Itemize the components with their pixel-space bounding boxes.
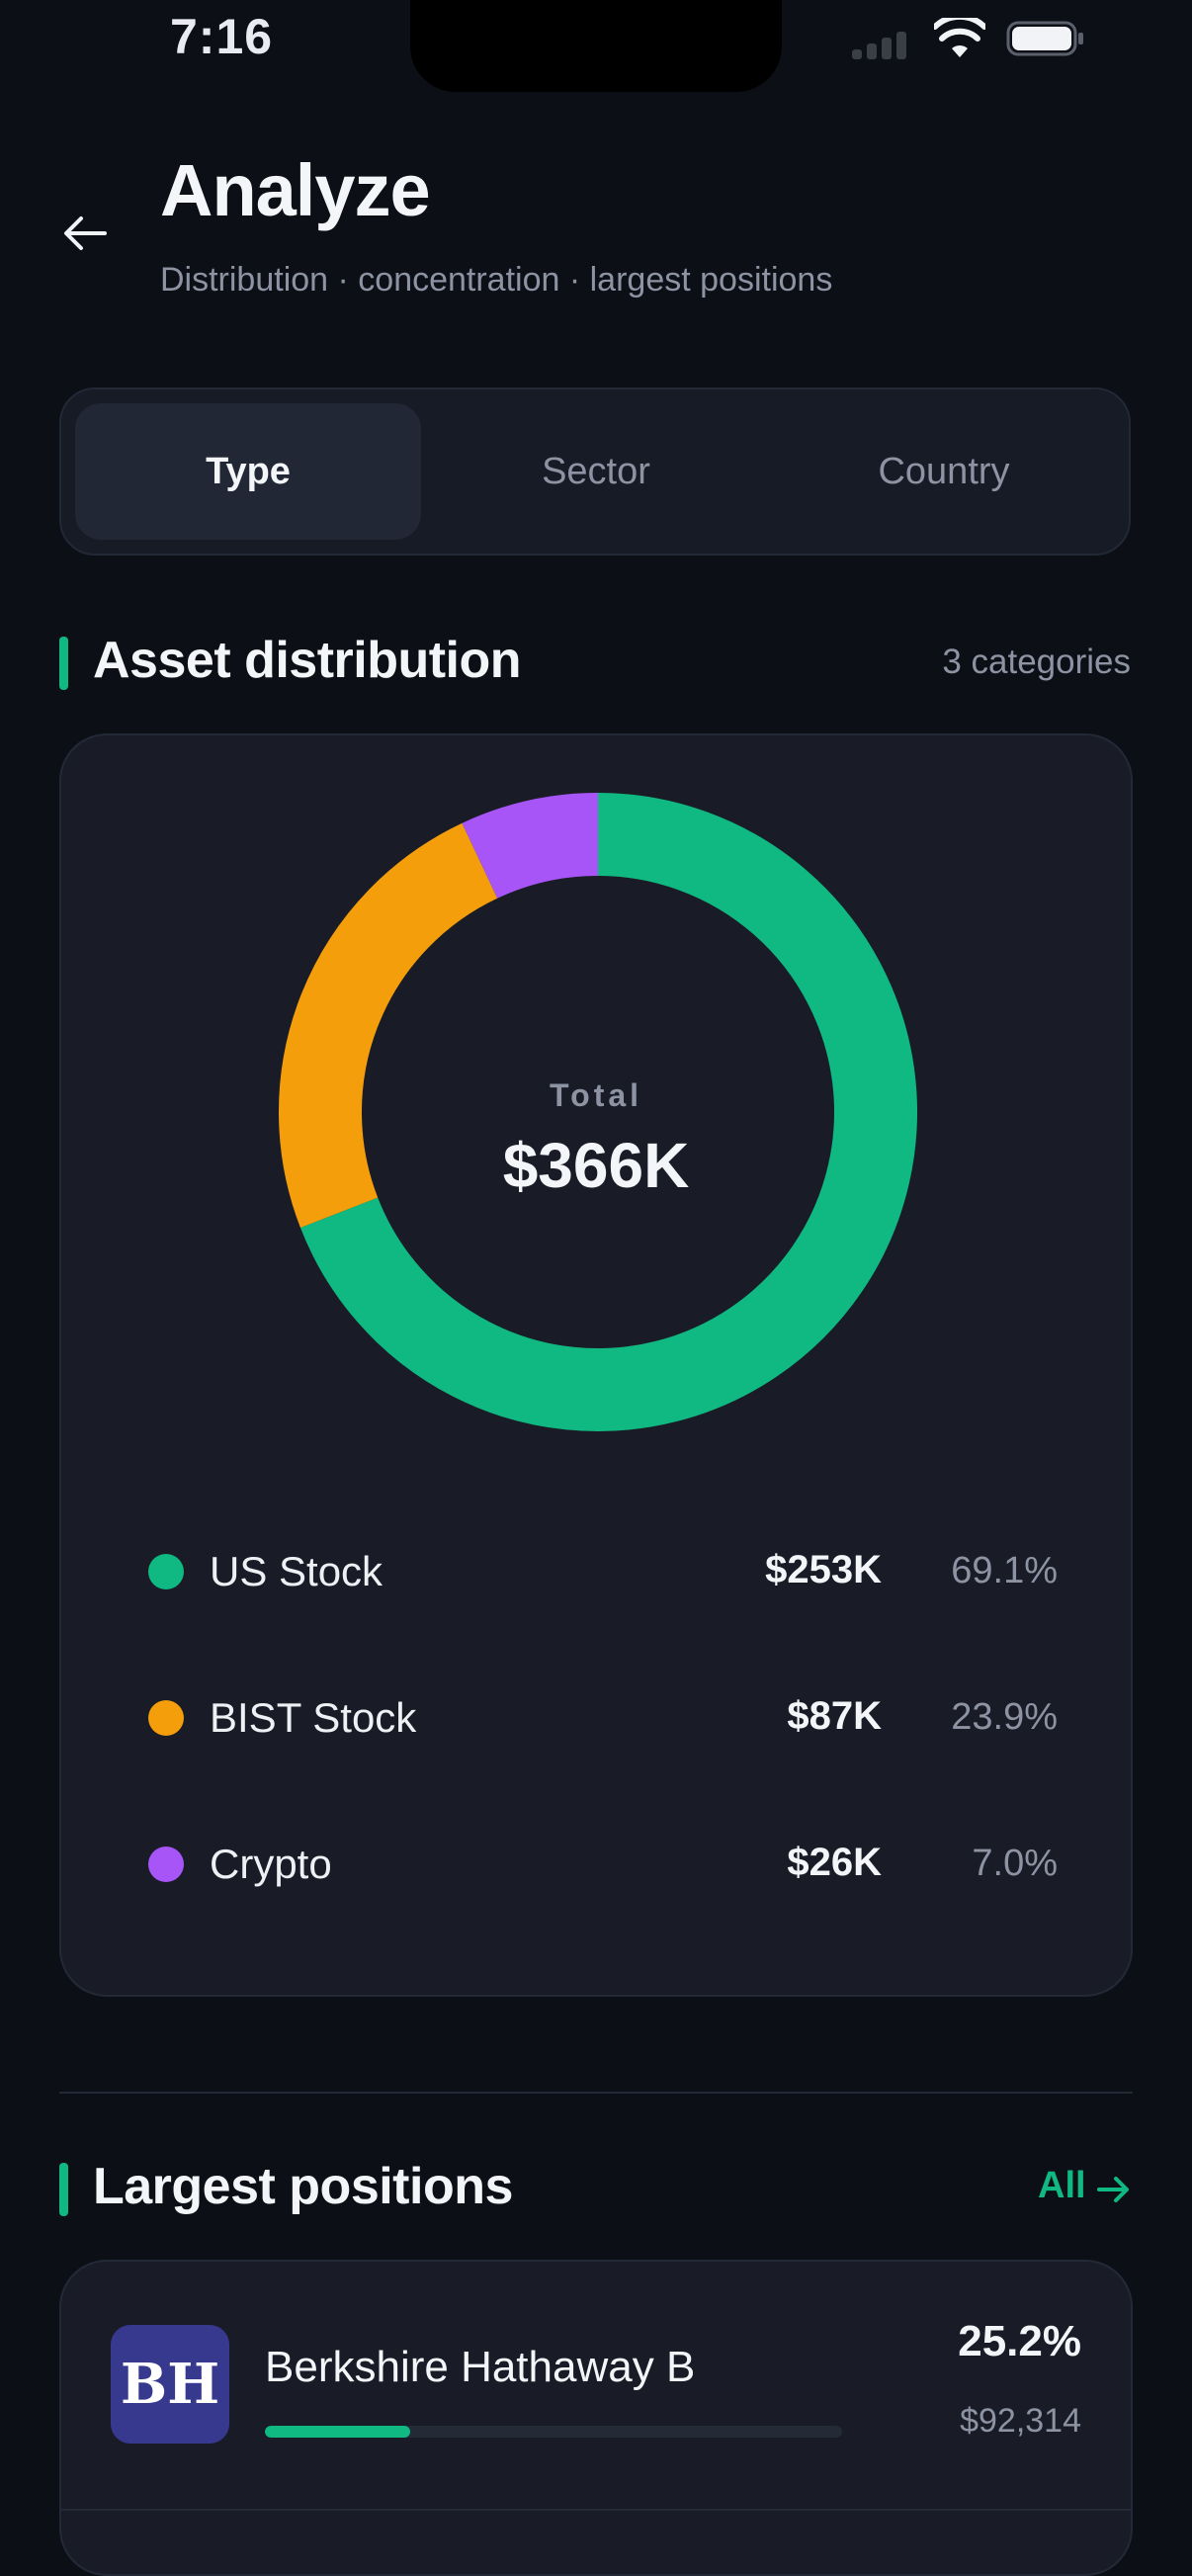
dynamic-island <box>410 0 782 92</box>
asset-distribution-title: Asset distribution <box>93 632 522 689</box>
wifi-icon <box>934 18 985 57</box>
grouping-segmented-control: Type Sector Country <box>59 387 1131 556</box>
donut-slice-crypto[interactable] <box>462 793 599 900</box>
battery-icon <box>1006 21 1083 56</box>
back-arrow-icon[interactable] <box>57 206 113 261</box>
legend-row-bist-stock[interactable]: BIST Stock $87K 23.9% <box>148 1688 1058 1748</box>
position-share-bar <box>265 2426 842 2438</box>
category-count: 3 categories <box>942 643 1131 681</box>
donut-center-value: $366K <box>502 1130 690 1201</box>
position-percent: 25.2% <box>958 2317 1081 2365</box>
legend-row-us-stock[interactable]: US Stock $253K 69.1% <box>148 1542 1058 1601</box>
page-title: Analyze <box>160 149 431 231</box>
legend-dot <box>148 1554 184 1589</box>
donut-chart <box>279 793 917 1431</box>
page-subtitle: Distribution · concentration · largest p… <box>160 261 833 299</box>
arrow-right-icon[interactable] <box>1095 2171 1133 2208</box>
section-accent-bar <box>59 637 68 690</box>
position-name: Berkshire Hathaway B <box>265 2343 696 2391</box>
legend-dot <box>148 1700 184 1736</box>
legend-dot <box>148 1846 184 1882</box>
donut-center-label: Total <box>549 1077 643 1113</box>
cellular-signal-icon <box>852 30 911 59</box>
position-card[interactable]: BH Berkshire Hathaway B 25.2% $92,314 <box>59 2260 1133 2576</box>
distribution-card: Total $366K US Stock $253K 69.1% BIST St… <box>59 733 1133 1997</box>
legend-amount: $253K <box>765 1548 882 1591</box>
status-bar: 7:16 <box>0 0 1192 99</box>
legend-percent: 69.1% <box>951 1550 1058 1591</box>
section-accent-bar <box>59 2163 68 2216</box>
tab-type[interactable]: Type <box>75 403 421 540</box>
see-all-link[interactable]: All <box>1038 2165 1086 2206</box>
row-separator <box>61 2509 1131 2511</box>
company-logo: BH <box>111 2325 229 2444</box>
legend-percent: 23.9% <box>951 1696 1058 1738</box>
donut-slice-bist-stock[interactable] <box>279 822 498 1228</box>
legend-label: US Stock <box>210 1548 383 1594</box>
largest-positions-title: Largest positions <box>93 2158 513 2215</box>
legend-row-crypto[interactable]: Crypto $26K 7.0% <box>148 1835 1058 1894</box>
tab-sector[interactable]: Sector <box>542 450 650 492</box>
legend-label: Crypto <box>210 1841 332 1887</box>
legend-amount: $87K <box>787 1694 882 1738</box>
donut-slice-us-stock[interactable] <box>299 793 917 1431</box>
position-value: $92,314 <box>960 2402 1081 2440</box>
tab-country[interactable]: Country <box>878 450 1010 492</box>
legend-label: BIST Stock <box>210 1694 417 1741</box>
status-time: 7:16 <box>170 9 274 64</box>
legend-percent: 7.0% <box>972 1843 1058 1884</box>
section-divider <box>59 2092 1133 2094</box>
position-share-fill <box>265 2426 411 2438</box>
legend-amount: $26K <box>787 1841 882 1884</box>
